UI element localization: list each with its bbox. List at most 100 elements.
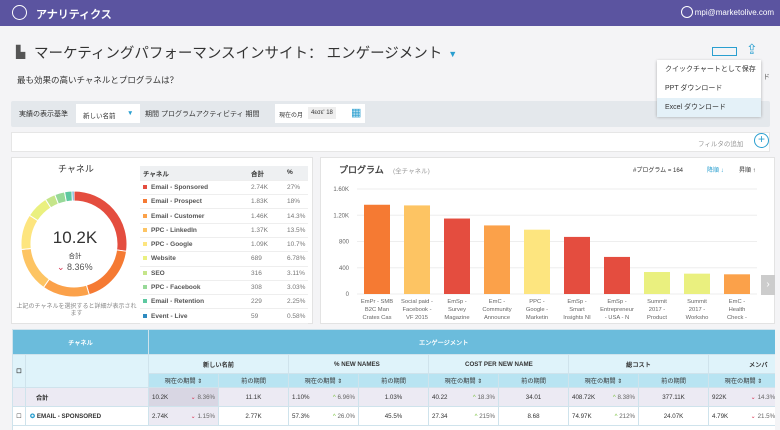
title-dropdown-icon[interactable]: ▼ xyxy=(448,49,458,60)
previous-period-header: 前の期間 xyxy=(498,373,570,388)
channel-row[interactable]: Email - Prospect 1.83K 18% xyxy=(140,194,308,210)
up-arrow-icon: ^ 8.38% xyxy=(612,393,636,401)
export-menu: クイックチャートとして保存 PPT ダウンロード Excel ダウンロード xyxy=(657,60,761,117)
channel-row[interactable]: Email - Retention 229 2.25% xyxy=(140,294,308,310)
channel-pct: 0.58% xyxy=(284,308,308,324)
period-picker[interactable]: 現在の月 4εσε' 18 ▦ xyxy=(275,104,365,123)
channel-row[interactable]: PPC - LinkedIn 1.37K 13.5% xyxy=(140,223,308,238)
channel-row[interactable]: Email - Sponsored 2.74K 27% xyxy=(140,180,308,196)
channel-row[interactable]: Event - Live 59 0.58% xyxy=(140,308,308,324)
donut-slice[interactable] xyxy=(42,278,90,298)
x-tick-label: EmPr - SMB xyxy=(361,299,393,305)
x-tick-label: Entrepreneur xyxy=(600,307,634,313)
page-title-row: マーケティングパフォーマンスインサイト： エンゲージメント ▼ xyxy=(34,42,457,63)
current-period-header[interactable]: 現在の期間 ⇕ xyxy=(428,373,500,388)
change-value: 212% xyxy=(619,412,636,420)
donut-slice[interactable] xyxy=(63,190,73,203)
table-row xyxy=(12,425,775,430)
row-spacer xyxy=(12,425,775,430)
row-name: 合計 xyxy=(36,394,49,402)
channel-title: チャネル xyxy=(58,164,94,174)
expand-icon[interactable]: ✪ xyxy=(30,412,37,420)
period-label: 期間 プログラムアクティビティ 期間 xyxy=(145,111,260,118)
x-tick-label: EmC - xyxy=(729,299,745,305)
swatch xyxy=(143,213,147,218)
current-value: 2.74K xyxy=(152,412,169,420)
swatch xyxy=(143,256,147,261)
channel-label: PPC - LinkedIn xyxy=(151,226,197,234)
change-value: 18.3% xyxy=(477,393,496,401)
current-period-header[interactable]: 現在の期間 ⇕ xyxy=(568,373,640,388)
channel-row[interactable]: Website 689 6.78% xyxy=(140,251,308,267)
bar[interactable] xyxy=(724,274,750,294)
current-value: 922K xyxy=(712,393,727,401)
x-tick-label: Magazine xyxy=(444,315,469,321)
channel-pct: 6.78% xyxy=(284,251,308,267)
select-all-checkbox[interactable]: ☐ xyxy=(12,354,26,388)
bar[interactable] xyxy=(484,225,510,294)
change-value: 1.15% xyxy=(197,412,216,420)
bar[interactable] xyxy=(604,256,630,294)
channel-row[interactable]: SEO 316 3.11% xyxy=(140,266,308,281)
current-period-header[interactable]: 現在の期間 ⇕ xyxy=(148,373,220,388)
add-filter-label[interactable]: フィルタの追加 xyxy=(698,141,744,148)
menu-item-ppt-download[interactable]: PPT ダウンロード xyxy=(665,85,723,92)
previous-period-header: 前の期間 xyxy=(358,373,430,388)
current-period-header[interactable]: 現在の期間 ⇕ xyxy=(708,373,775,388)
channel-pct: 18% xyxy=(284,194,308,210)
menu-item-save-quick-chart[interactable]: クイックチャートとして保存 xyxy=(665,66,756,73)
donut-change-value: 8.36% xyxy=(67,262,93,272)
channel-name: PPC - LinkedIn xyxy=(140,223,248,238)
channel-total: 316 xyxy=(248,266,284,281)
bar[interactable] xyxy=(444,218,470,294)
analytics-logo-icon xyxy=(12,5,27,20)
change-value: 8.36% xyxy=(197,393,216,401)
channel-row[interactable]: PPC - Facebook 308 3.03% xyxy=(140,280,308,296)
channel-name: Email - Prospect xyxy=(140,194,248,210)
user-icon[interactable] xyxy=(681,6,693,18)
calendar-icon[interactable]: ▦ xyxy=(351,107,362,119)
donut-slice[interactable] xyxy=(71,190,75,202)
x-tick-label: 2017 - xyxy=(649,307,666,313)
change-value: 215% xyxy=(479,412,496,420)
row-channel[interactable]: ✪ EMAIL - SPONSORED xyxy=(24,406,150,426)
chevron-down-icon: ▼ xyxy=(127,110,134,117)
bar[interactable] xyxy=(364,204,390,294)
row-name: EMAIL - SPONSORED xyxy=(36,412,102,420)
current-period-header[interactable]: 現在の期間 ⇕ xyxy=(288,373,360,388)
page-title: マーケティングパフォーマンスインサイト： エンゲージメント xyxy=(34,46,443,62)
row-checkbox[interactable]: ☐ xyxy=(12,406,26,426)
x-tick-label: Health xyxy=(729,307,746,313)
channel-label: PPC - Google xyxy=(151,241,193,249)
current-value: 4.79K xyxy=(712,412,729,420)
bar[interactable] xyxy=(524,229,550,294)
channel-name: PPC - Facebook xyxy=(140,280,248,296)
menu-item-excel-download[interactable]: Excel ダウンロード xyxy=(657,98,761,117)
sort-asc-button[interactable]: 昇順 ↑ xyxy=(739,168,756,174)
show-by-select[interactable]: 新しい名前 ▼ xyxy=(76,104,140,123)
channel-pct: 13.5% xyxy=(284,223,308,238)
table-row[interactable]: 合計 10.2K ⌄ 8.36% 11.1K 1.10% ^ 6.96% 1.03% 40… xyxy=(12,387,775,407)
bar[interactable] xyxy=(684,273,710,294)
sort-desc-label: 降順 xyxy=(707,168,720,174)
metric-header: メンバ xyxy=(708,354,775,374)
channel-row[interactable]: PPC - Google 1.09K 10.7% xyxy=(140,237,308,253)
bar[interactable] xyxy=(644,272,670,294)
current-label: 現在の期間 xyxy=(724,378,756,385)
share-icon[interactable]: ⇪ xyxy=(746,41,758,57)
x-tick-label: Community xyxy=(482,307,511,313)
down-arrow-icon: ⌄ xyxy=(57,262,68,272)
user-email[interactable]: mpi@marketolive.com xyxy=(694,8,774,17)
layout-icon[interactable] xyxy=(712,47,737,56)
channel-donut[interactable] xyxy=(12,158,147,318)
table-row[interactable]: ☐ ✪ EMAIL - SPONSORED 2.74K ⌄ 1.15% 2.77K 57… xyxy=(12,406,775,426)
swatch xyxy=(143,227,147,232)
donut-slice[interactable] xyxy=(20,214,39,251)
sort-desc-button[interactable]: 降順 ↓ xyxy=(707,168,724,174)
donut-total-label: 合計 xyxy=(68,253,82,260)
bar[interactable] xyxy=(564,236,590,294)
channel-row[interactable]: Email - Customer 1.46K 14.3% xyxy=(140,208,308,224)
add-filter-icon[interactable]: + xyxy=(754,133,769,148)
chart-next-icon[interactable]: › xyxy=(761,275,775,295)
bar[interactable] xyxy=(404,205,430,294)
